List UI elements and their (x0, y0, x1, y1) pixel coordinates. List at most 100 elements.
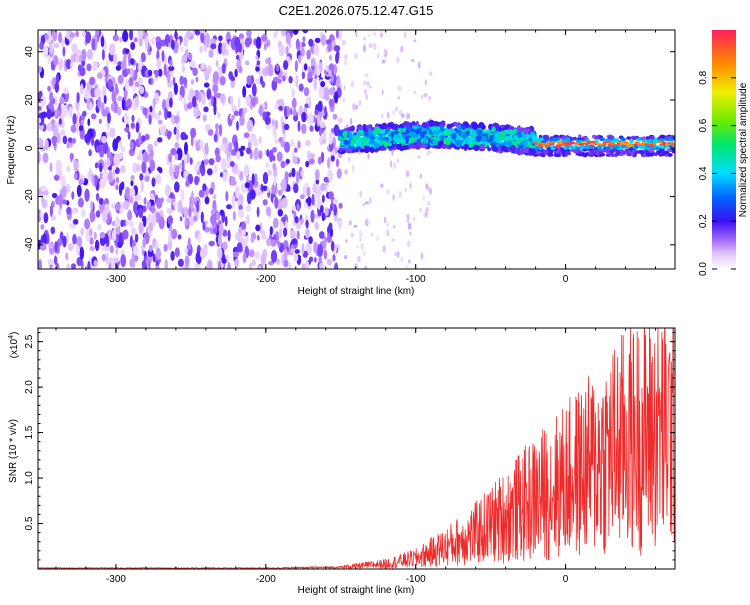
y-tick-label: 1.0 (24, 471, 35, 485)
heatmap-cell (302, 36, 306, 43)
heatmap-cell (89, 245, 95, 252)
heatmap-cell (268, 149, 274, 163)
heatmap-cell (177, 258, 184, 267)
heatmap-cell (280, 30, 288, 37)
heatmap-cell (425, 206, 429, 214)
x-tick-label: 0 (563, 574, 569, 585)
heatmap-cell (118, 232, 122, 246)
spectrogram-heatmap (38, 30, 675, 269)
heatmap-cell (234, 258, 240, 268)
heatmap-cell (293, 253, 299, 262)
heatmap-cell (273, 217, 279, 229)
heatmap-cell (317, 100, 323, 113)
heatmap-cell (222, 171, 228, 182)
heatmap-cell (422, 195, 426, 202)
heatmap-cell (652, 142, 657, 145)
heatmap-cell (310, 209, 315, 223)
heatmap-cell (516, 126, 521, 133)
heatmap-cell (666, 148, 672, 152)
heatmap-cell (138, 207, 144, 219)
y-tick-label: 20 (24, 94, 35, 106)
heatmap-cell (290, 248, 295, 254)
heatmap-cell (199, 248, 207, 259)
heatmap-cell (327, 43, 332, 52)
heatmap-cell (128, 77, 134, 87)
colorbar: 0.0 0.2 0.4 0.6 0.8 Normalized spectral ampl… (698, 30, 749, 276)
heatmap-cell (166, 197, 173, 203)
heatmap-cell (195, 76, 199, 83)
heatmap-cell (417, 155, 421, 159)
heatmap-cell (407, 222, 412, 230)
heatmap-cell (624, 148, 630, 152)
heatmap-cell (120, 254, 127, 268)
heatmap-cell (395, 133, 401, 140)
heatmap-cell (275, 30, 279, 37)
heatmap-cell (538, 144, 544, 147)
heatmap-cell (265, 206, 272, 216)
heatmap-cell (117, 106, 122, 116)
heatmap-cell (290, 229, 296, 239)
heatmap-cell (295, 170, 300, 185)
heatmap-cell (554, 137, 559, 142)
heatmap-cell (432, 139, 437, 145)
heatmap-cell (219, 172, 223, 178)
heatmap-cell (120, 60, 127, 70)
heatmap-cell (367, 153, 370, 160)
heatmap-cell (379, 30, 383, 35)
heatmap-cell (636, 137, 642, 142)
heatmap-cell (426, 151, 430, 157)
figure-title: C2E1.2026.075.12.47.G15 (279, 3, 434, 18)
heatmap-cell (602, 141, 607, 144)
heatmap-cell (139, 86, 145, 94)
heatmap-cell (384, 216, 387, 224)
heatmap-cell (207, 128, 214, 136)
heatmap-cell (155, 174, 162, 185)
heatmap-cell (194, 175, 199, 186)
heatmap-cell (242, 252, 247, 264)
heatmap-cell (39, 41, 44, 50)
heatmap-cell (413, 90, 417, 94)
heatmap-cell (274, 138, 280, 144)
heatmap-cell (392, 224, 396, 229)
heatmap-cell (160, 197, 164, 203)
heatmap-cell (475, 135, 482, 142)
heatmap-cell (277, 241, 281, 248)
heatmap-cell (164, 107, 169, 120)
heatmap-cell (155, 211, 160, 220)
heatmap-cell (626, 136, 632, 140)
heatmap-cell (115, 248, 119, 255)
heatmap-cell (235, 231, 241, 241)
heatmap-cell (213, 85, 217, 98)
heatmap-cell (131, 114, 135, 123)
heatmap-cell (124, 186, 131, 200)
heatmap-cell (508, 129, 513, 135)
heatmap-cell (208, 158, 215, 166)
heatmap-cell (313, 241, 318, 254)
heatmap-cell (320, 81, 326, 88)
heatmap-cell (251, 173, 255, 186)
heatmap-cell (196, 111, 201, 117)
heatmap-cell (38, 138, 44, 150)
heatmap-cell (265, 65, 269, 77)
heatmap-cell (659, 145, 665, 149)
heatmap-cell (199, 45, 203, 54)
heatmap-cell (338, 117, 343, 124)
heatmap-cell (81, 49, 87, 62)
heatmap-cell (116, 176, 119, 184)
heatmap-cell (97, 223, 102, 231)
heatmap-cell (115, 65, 122, 71)
heatmap-cell (107, 112, 111, 124)
heatmap-cell (84, 218, 91, 230)
colorbar-tick-label: 0.4 (698, 166, 709, 180)
heatmap-cell (264, 101, 268, 110)
heatmap-cell (256, 234, 260, 241)
heatmap-cell (164, 184, 171, 197)
heatmap-cell (138, 221, 144, 235)
heatmap-cell (109, 43, 116, 56)
heatmap-cell (406, 214, 410, 219)
heatmap-cell (91, 38, 96, 51)
heatmap-cell (301, 243, 305, 255)
heatmap-cell (167, 131, 171, 140)
snr-xlabel: Height of straight line (km) (298, 585, 415, 596)
heatmap-cell (71, 209, 77, 215)
